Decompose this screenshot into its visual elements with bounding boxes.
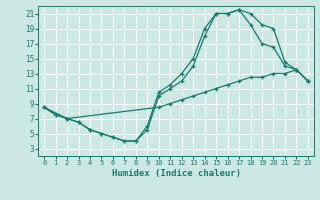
X-axis label: Humidex (Indice chaleur): Humidex (Indice chaleur) — [111, 169, 241, 178]
